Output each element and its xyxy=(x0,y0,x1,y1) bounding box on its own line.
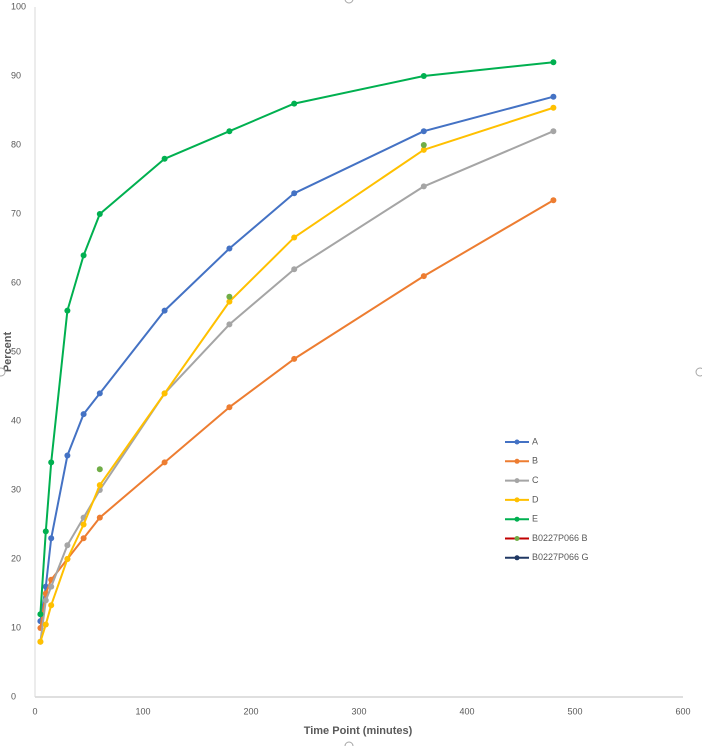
data-point xyxy=(80,252,87,259)
data-point xyxy=(48,459,55,466)
data-point xyxy=(64,452,71,459)
y-tick-label: 90 xyxy=(11,70,21,80)
data-point xyxy=(550,93,557,100)
x-tick-label: 200 xyxy=(243,706,258,716)
y-tick-label: 30 xyxy=(11,484,21,494)
y-tick-label: 0 xyxy=(11,691,16,701)
y-tick-label: 80 xyxy=(11,139,21,149)
x-tick-label: 100 xyxy=(135,706,150,716)
data-point xyxy=(48,602,55,609)
resize-handle[interactable] xyxy=(695,367,702,377)
resize-handle[interactable] xyxy=(344,741,354,746)
data-point xyxy=(80,521,87,528)
data-point xyxy=(80,411,87,418)
data-point xyxy=(42,597,49,604)
legend-marker xyxy=(514,516,520,522)
legend-label: B0227P066 G xyxy=(532,552,589,562)
x-tick-label: 500 xyxy=(567,706,582,716)
data-point xyxy=(550,59,557,66)
legend-marker xyxy=(514,478,520,484)
data-point xyxy=(550,104,557,111)
data-point xyxy=(96,482,103,489)
data-point xyxy=(42,621,49,628)
data-point xyxy=(291,190,298,197)
data-point xyxy=(96,390,103,397)
y-tick-label: 20 xyxy=(11,553,21,563)
legend-label: C xyxy=(532,475,539,485)
x-tick-label: 400 xyxy=(459,706,474,716)
data-point xyxy=(420,273,427,280)
data-point xyxy=(226,245,233,252)
x-axis-title: Time Point (minutes) xyxy=(304,725,413,737)
x-tick-label: 300 xyxy=(351,706,366,716)
data-point xyxy=(64,307,71,314)
legend-marker xyxy=(514,555,520,561)
y-tick-label: 50 xyxy=(11,346,21,356)
data-point xyxy=(420,183,427,190)
legend-label: A xyxy=(532,436,538,446)
data-point xyxy=(37,611,44,618)
data-point xyxy=(161,390,168,397)
legend-marker xyxy=(514,536,520,541)
data-point xyxy=(420,142,427,148)
legend-label: B0227P066 B xyxy=(532,533,588,543)
data-point xyxy=(291,234,298,241)
data-point xyxy=(420,146,427,153)
y-tick-label: 40 xyxy=(11,415,21,425)
data-point xyxy=(64,542,71,549)
data-point xyxy=(80,535,87,542)
data-point xyxy=(226,321,233,328)
data-point xyxy=(48,535,55,542)
y-axis-title: Percent xyxy=(2,331,14,372)
data-point xyxy=(291,266,298,273)
data-point xyxy=(226,293,233,300)
data-point xyxy=(420,128,427,135)
data-point xyxy=(161,307,168,314)
data-point xyxy=(161,155,168,162)
data-point xyxy=(226,298,233,305)
x-tick-label: 0 xyxy=(32,706,37,716)
data-point xyxy=(291,355,298,362)
y-tick-label: 70 xyxy=(11,208,21,218)
data-point xyxy=(226,128,233,135)
legend-label: D xyxy=(532,494,539,504)
y-tick-label: 60 xyxy=(11,277,21,287)
legend-marker xyxy=(514,497,520,503)
resize-handle[interactable] xyxy=(344,0,354,4)
data-point xyxy=(96,514,103,521)
y-tick-label: 100 xyxy=(11,1,26,11)
data-point xyxy=(42,528,49,535)
legend-marker xyxy=(514,458,520,464)
x-tick-label: 600 xyxy=(675,706,690,716)
data-point xyxy=(64,556,71,562)
data-point xyxy=(48,583,55,590)
data-point xyxy=(96,466,103,473)
data-point xyxy=(550,128,557,135)
y-tick-label: 10 xyxy=(11,622,21,632)
data-point xyxy=(550,197,557,204)
data-point xyxy=(420,73,427,79)
legend-label: B xyxy=(532,456,538,466)
data-point xyxy=(37,638,44,645)
data-point xyxy=(226,404,233,411)
data-point xyxy=(96,211,103,217)
resize-handle[interactable] xyxy=(0,367,6,377)
data-point xyxy=(161,459,168,466)
legend-label: E xyxy=(532,514,538,524)
legend-marker xyxy=(514,439,520,445)
data-point xyxy=(291,100,298,107)
